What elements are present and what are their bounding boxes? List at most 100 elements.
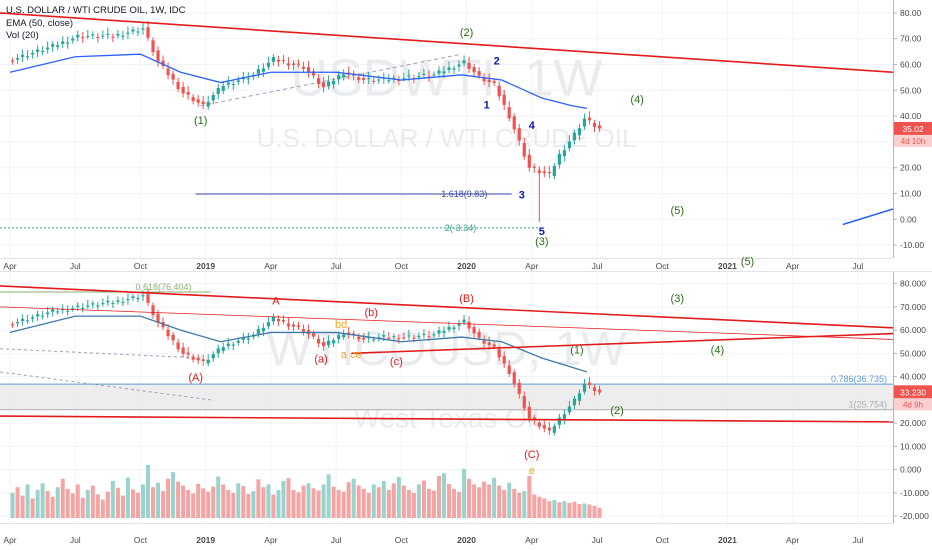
- last-price-tag[interactable]: [894, 385, 932, 399]
- trend-line[interactable]: [0, 285, 894, 329]
- volume-bar: [436, 476, 441, 518]
- volume-bar: [316, 490, 321, 518]
- candle-body: [502, 355, 506, 364]
- candle-body: [337, 75, 341, 80]
- candle-body: [442, 330, 446, 333]
- volume-bar: [236, 483, 241, 518]
- volume-bar: [115, 487, 120, 518]
- candle-body: [327, 340, 331, 346]
- wave-label: e: [529, 465, 535, 477]
- candle-body: [316, 338, 321, 344]
- candle-body: [231, 344, 235, 346]
- volume-bar: [341, 491, 346, 518]
- candle-body: [422, 73, 426, 76]
- trend-line[interactable]: [0, 12, 894, 74]
- price-axis-label: 70.00: [900, 34, 922, 44]
- countdown-tag: [894, 398, 932, 411]
- candle-body: [311, 333, 316, 337]
- candle-body: [166, 68, 170, 76]
- candle-body: [517, 382, 521, 394]
- candle-body: [101, 303, 105, 305]
- volume-bar: [231, 492, 236, 518]
- volume-bar: [30, 498, 35, 518]
- volume-bar: [527, 476, 532, 518]
- candle-body: [507, 365, 511, 374]
- volume-bar: [216, 476, 221, 518]
- time-axis-label: 2020: [457, 261, 476, 271]
- time-axis-label: Oct: [134, 261, 148, 271]
- candle-body: [141, 295, 145, 297]
- candle-body: [201, 359, 205, 362]
- volume-bar: [161, 491, 166, 518]
- trend-line[interactable]: [351, 332, 894, 355]
- candle-body: [76, 305, 80, 308]
- wave-label: (b): [365, 307, 378, 319]
- volume-bar: [487, 484, 492, 518]
- last-price-tag[interactable]: [894, 121, 932, 135]
- time-axis-label: 2020: [457, 535, 476, 545]
- candle-body: [397, 338, 401, 340]
- trend-line[interactable]: [842, 208, 894, 226]
- time-axis-label: Oct: [656, 535, 670, 545]
- pane-separator: [0, 258, 932, 272]
- candle-body: [106, 33, 110, 35]
- candle-body: [211, 354, 215, 359]
- candle-body: [281, 319, 286, 322]
- candle-body: [156, 50, 160, 62]
- volume-bar: [447, 483, 452, 518]
- trend-line[interactable]: [0, 306, 894, 340]
- candle-body: [231, 83, 235, 85]
- candle-body: [321, 342, 326, 346]
- candle-body: [377, 337, 381, 339]
- volume-bar: [35, 490, 40, 518]
- volume-bar: [517, 492, 522, 518]
- candle-body: [171, 73, 175, 80]
- candle-body: [397, 80, 401, 82]
- candle-body: [562, 414, 566, 420]
- candle-body: [382, 335, 386, 337]
- volume-bar: [176, 481, 181, 518]
- last-price-value: 33.230: [900, 387, 926, 397]
- wave-label: 5: [539, 226, 545, 238]
- candle-body: [572, 132, 577, 141]
- volume-bar: [597, 507, 602, 518]
- volume-bar: [196, 483, 201, 518]
- trend-line[interactable]: [0, 415, 894, 423]
- time-axis-label: 2021: [718, 261, 737, 271]
- candle-body: [81, 307, 85, 309]
- candle-body: [487, 342, 491, 346]
- volume-bar: [130, 489, 135, 518]
- candle-body: [432, 74, 436, 76]
- candle-body: [482, 340, 486, 344]
- wave-label: (B): [459, 293, 474, 305]
- wave-label: bd: [335, 319, 347, 331]
- candle-body: [96, 36, 100, 38]
- candle-body: [256, 69, 260, 74]
- candle-body: [20, 54, 25, 57]
- time-axis-label: Jul: [331, 261, 342, 271]
- time-axis-label: 2019: [196, 261, 215, 271]
- candle-body: [36, 49, 40, 52]
- wave-label: (a): [314, 354, 327, 366]
- candle-body: [332, 80, 336, 85]
- volume-bar: [226, 490, 231, 518]
- volume-bar: [171, 472, 176, 518]
- candle-body: [387, 80, 391, 82]
- candle-body: [467, 63, 471, 69]
- candle-body: [367, 78, 371, 80]
- candle-body: [427, 336, 431, 338]
- volume-bar: [522, 491, 527, 518]
- candle-body: [25, 56, 30, 58]
- volume-bar: [321, 484, 326, 518]
- candle-body: [417, 76, 421, 78]
- volume-bar: [166, 478, 171, 518]
- wave-label: a ce: [341, 349, 362, 361]
- wave-label: (A): [188, 372, 203, 384]
- candle-body: [582, 383, 587, 392]
- candle-body: [171, 334, 175, 341]
- volume-indicator-label[interactable]: Vol (20): [6, 30, 39, 41]
- volume-bar: [120, 495, 125, 518]
- volume-bar: [582, 503, 587, 518]
- ema-indicator-label[interactable]: EMA (50, close): [6, 18, 74, 29]
